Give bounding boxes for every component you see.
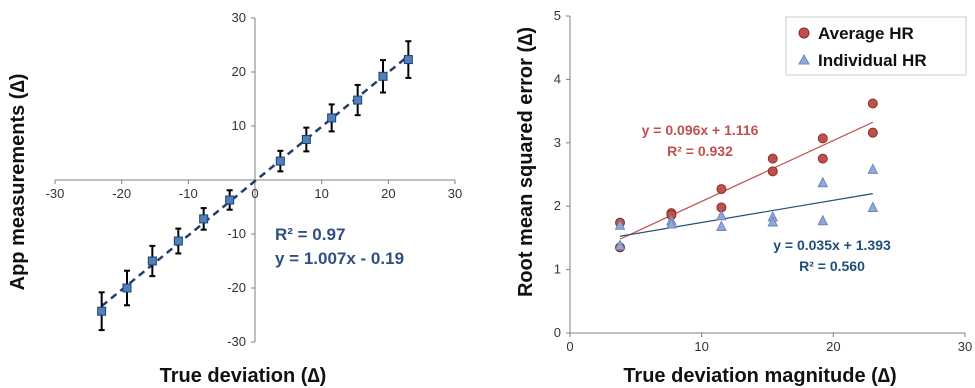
left-x-tick-label: 20	[381, 186, 395, 201]
legend-individual-hr-marker	[798, 53, 810, 65]
left-tick-labels: -30 -20 -10 0 10 20 30 -30 -20 -10 10 20 30	[46, 10, 463, 349]
average-hr-point	[767, 153, 778, 164]
individual-hr-trendline	[619, 193, 873, 237]
left-x-tick-label: -30	[46, 186, 65, 201]
average-hr-point	[716, 184, 727, 195]
left-x-tick-label: 0	[251, 186, 258, 201]
individual-hr-point	[817, 176, 829, 188]
individual-hr-r2: R² = 0.560	[799, 258, 865, 274]
right-y-tick-label: 2	[554, 198, 561, 213]
right-x-tick-label: 10	[694, 339, 708, 354]
data-point	[173, 236, 183, 246]
left-chart: -30 -20 -10 0 10 20 30 -30 -20 -10 10 20 30 True dev…	[7, 10, 462, 387]
legend-average-hr-label: Average HR	[818, 24, 914, 43]
data-point	[353, 95, 363, 105]
right-y-tick-label: 4	[554, 71, 561, 86]
right-x-tick-label: 0	[566, 339, 573, 354]
average-hr-point	[817, 153, 828, 164]
right-y-axis-title: Root mean squared error (∆)	[515, 27, 537, 297]
right-tick-labels: 0 10 20 30 0 1 2 3 4 5	[554, 8, 972, 354]
individual-hr-equation: y = 0.035x + 1.393	[773, 237, 891, 253]
individual-hr-point	[867, 163, 879, 174]
data-point	[327, 113, 337, 123]
right-axes	[566, 15, 966, 337]
legend: Average HR Individual HR	[785, 16, 967, 76]
left-y-axis-title: App measurements (∆)	[7, 74, 29, 291]
right-x-axis-title: True deviation magnitude (∆)	[623, 365, 896, 387]
left-x-axis-title: True deviation (∆)	[160, 365, 327, 387]
left-equation-annotation: y = 1.007x - 0.19	[275, 249, 404, 268]
individual-hr-point	[867, 201, 879, 212]
data-point	[97, 306, 107, 316]
right-chart: 0 10 20 30 0 1 2 3 4 5 True deviation magnitude (…	[515, 8, 972, 387]
average-hr-point	[867, 127, 878, 138]
left-x-tick-label: 30	[448, 186, 462, 201]
right-y-tick-label: 0	[554, 325, 561, 340]
left-x-tick-label: 10	[314, 186, 328, 201]
legend-average-hr-marker	[798, 27, 810, 39]
left-y-tick-label: 20	[232, 64, 246, 79]
individual-hr-point	[666, 217, 677, 229]
average-hr-point	[817, 133, 828, 144]
average-hr-equation: y = 0.096x + 1.116	[642, 122, 759, 138]
average-hr-point	[867, 98, 878, 109]
data-point	[225, 195, 235, 205]
right-y-tick-label: 3	[554, 135, 561, 150]
left-x-tick-label: -20	[112, 186, 131, 201]
left-r2-annotation: R² = 0.97	[275, 225, 345, 244]
right-y-tick-label: 5	[554, 8, 561, 23]
average-hr-point	[767, 166, 778, 177]
data-point	[275, 156, 285, 166]
left-data-points	[97, 40, 413, 332]
data-point	[147, 256, 157, 266]
left-y-tick-label: 10	[232, 118, 246, 133]
left-y-tick-label: -30	[227, 334, 246, 349]
right-y-tick-label: 1	[554, 262, 561, 277]
average-hr-r2: R² = 0.932	[667, 143, 733, 159]
data-point	[403, 55, 413, 65]
right-x-tick-label: 20	[826, 339, 840, 354]
data-point	[199, 214, 209, 224]
legend-individual-hr-label: Individual HR	[818, 51, 927, 70]
individual-hr-point	[716, 209, 727, 221]
right-trendlines	[619, 121, 874, 240]
right-x-tick-label: 30	[958, 339, 972, 354]
individual-hr-point	[817, 214, 829, 226]
left-x-tick-label: -10	[179, 186, 198, 201]
data-point	[378, 71, 388, 81]
left-y-tick-label: -20	[227, 280, 246, 295]
data-point	[301, 135, 311, 144]
individual-hr-point	[614, 219, 626, 230]
data-point	[122, 283, 132, 293]
right-data-points	[614, 98, 879, 253]
left-y-tick-label: -10	[227, 226, 246, 241]
average-hr-trendline	[619, 121, 874, 240]
individual-hr-point	[767, 215, 779, 227]
individual-hr-point	[716, 220, 727, 231]
left-y-tick-label: 30	[232, 10, 246, 25]
legend-box	[785, 16, 967, 76]
individual-hr-point	[614, 239, 626, 251]
